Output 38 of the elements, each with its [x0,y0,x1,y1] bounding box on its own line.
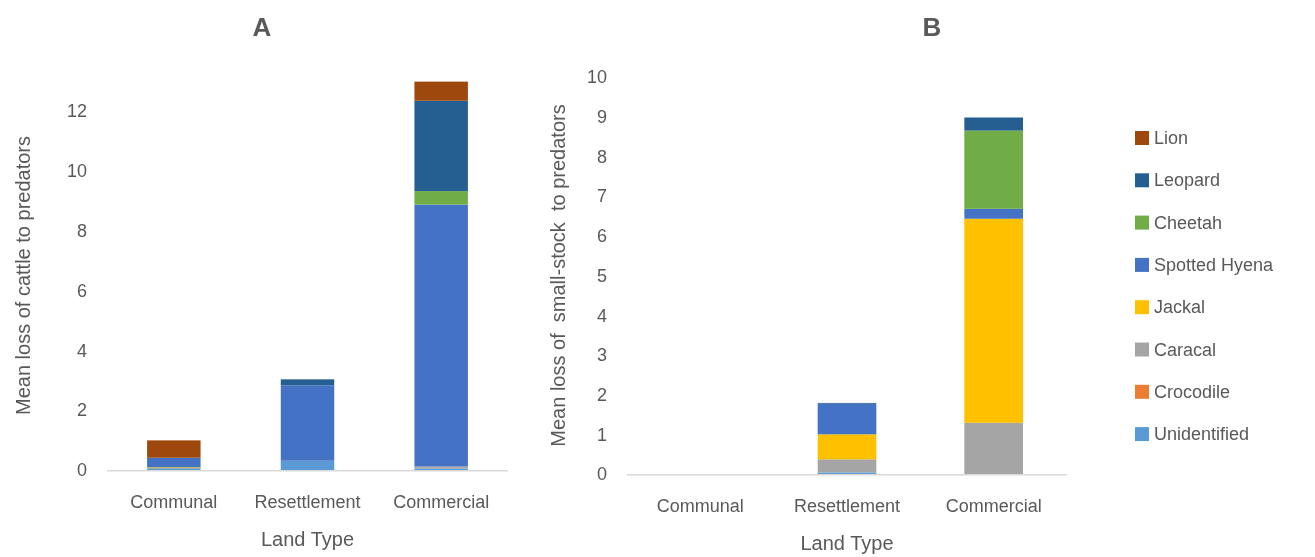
x-tick-label: Communal [656,496,744,516]
x-axis-title: Land Type [800,532,894,554]
y-tick-label: 8 [76,220,87,241]
y-tick-label: 0 [596,464,607,485]
legend-label: Unidentified [1154,424,1250,445]
x-axis-title: Land Type [260,528,355,550]
y-tick-label: 7 [596,186,607,207]
y-tick-label: 4 [596,305,607,326]
legend-label: Lion [1154,128,1189,148]
x-tick-label: Communal [130,492,218,512]
y-tick-label: 0 [76,460,87,481]
chart-title: B [922,12,942,42]
y-tick-label: 12 [66,101,87,122]
legend-label: Spotted Hyena [1154,254,1275,275]
x-tick-label: Resettlement [254,492,361,512]
x-tick-label: Resettlement [793,496,901,516]
legend-label: Caracal [1154,339,1217,360]
y-tick-label: 10 [66,161,87,182]
y-tick-label: 3 [596,345,607,366]
y-tick-label: 9 [596,107,607,127]
y-tick-label: 1 [596,424,607,445]
legend-label: Crocodile [1154,381,1231,402]
y-axis-title: Mean loss of cattle to predators [12,135,34,416]
legend-label: Leopard [1154,170,1221,191]
y-tick-label: 2 [596,384,607,405]
y-axis-title: Mean loss of small-stock to predators [547,104,569,447]
y-tick-label: 6 [596,226,607,247]
y-tick-label: 2 [76,400,87,421]
y-tick-label: 8 [596,146,607,167]
y-tick-label: 10 [586,67,607,88]
legend-label: Cheetah [1154,212,1223,233]
y-tick-label: 4 [76,340,87,361]
y-tick-label: 5 [596,265,607,286]
x-tick-label: Commercial [945,496,1042,516]
x-tick-label: Commercial [393,492,490,512]
y-tick-label: 6 [76,280,87,301]
chart-title: A [252,12,272,42]
legend-label: Jackal [1154,297,1206,318]
